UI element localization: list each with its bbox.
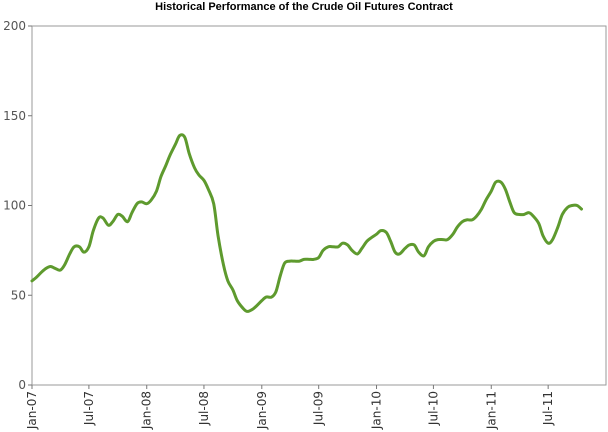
- y-tick-label: 0: [18, 378, 26, 392]
- x-tick-label: Jan-11: [484, 391, 498, 430]
- x-tick-label: Jul-08: [197, 391, 211, 426]
- series-line: [30, 133, 583, 313]
- chart-title: Historical Performance of the Crude Oil …: [155, 1, 453, 13]
- x-tick-label: Jan-07: [25, 391, 39, 430]
- x-tick-label: Jul-10: [426, 391, 440, 426]
- x-tick-label: Jan-10: [370, 391, 384, 430]
- x-tick-label: Jan-08: [140, 391, 154, 430]
- x-tick-label: Jul-09: [312, 391, 326, 426]
- y-tick-label: 100: [3, 199, 26, 213]
- y-tick-label: 200: [3, 19, 26, 33]
- x-tick-label: Jul-11: [541, 391, 555, 426]
- x-tick-label: Jan-09: [255, 391, 269, 430]
- y-tick-label: 150: [3, 109, 26, 123]
- y-tick-label: 50: [11, 288, 26, 302]
- plot-frame: [31, 25, 607, 386]
- x-tick-label: Jul-07: [82, 391, 96, 426]
